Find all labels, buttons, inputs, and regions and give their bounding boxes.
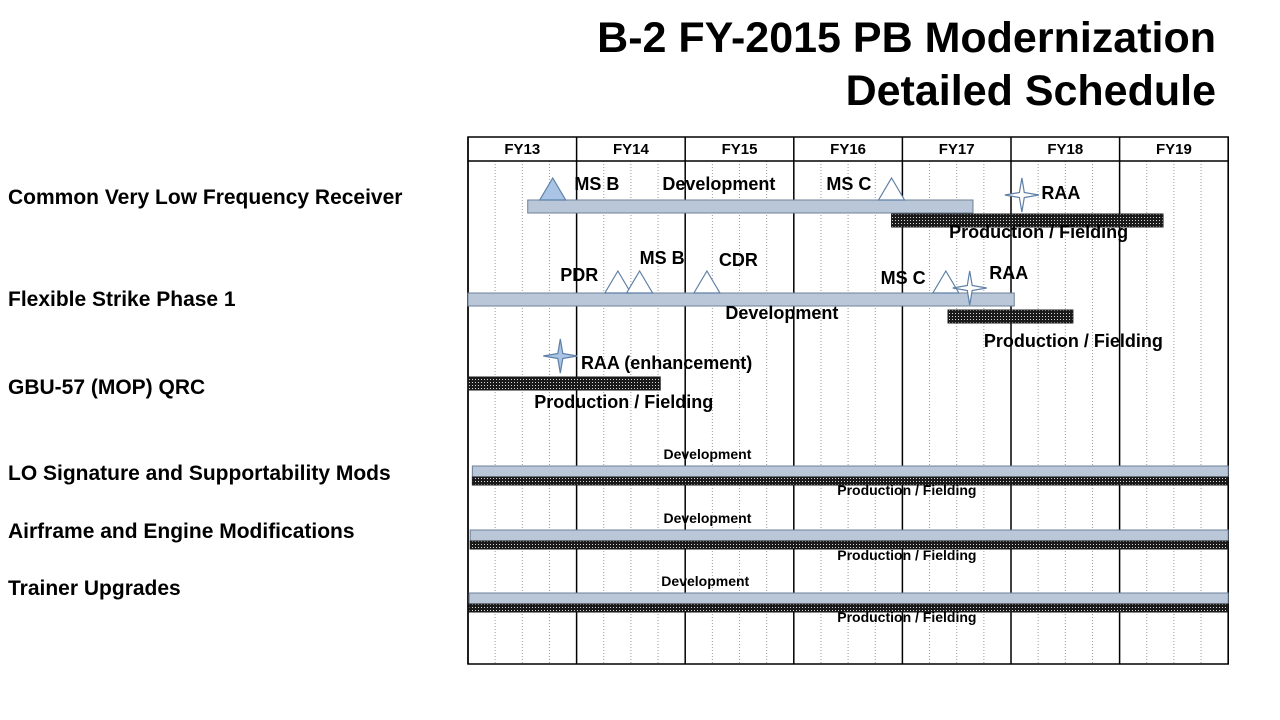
program-label-airframe-engine: Airframe and Engine Modifications bbox=[8, 520, 355, 543]
schedule-label: MS B bbox=[574, 174, 619, 194]
milestone-triangle bbox=[877, 176, 906, 201]
schedule-label: Production / Fielding bbox=[837, 609, 976, 625]
page-title: B-2 FY-2015 PB Modernization Detailed Sc… bbox=[597, 12, 1216, 118]
schedule-label: Development bbox=[662, 174, 775, 194]
program-label-gbu57: GBU-57 (MOP) QRC bbox=[8, 376, 206, 399]
schedule-label: CDR bbox=[719, 250, 758, 270]
schedule-label: Production / Fielding bbox=[949, 222, 1128, 242]
milestone-triangle bbox=[692, 269, 721, 294]
schedule-label: Development bbox=[661, 573, 749, 589]
production-bar bbox=[471, 476, 1229, 486]
development-bar bbox=[527, 199, 974, 214]
schedule-label: MS C bbox=[881, 268, 926, 288]
schedule-label: RAA bbox=[1041, 183, 1080, 203]
production-bar bbox=[469, 540, 1229, 550]
fiscal-year-header: FY15 bbox=[722, 141, 758, 158]
production-bar bbox=[947, 309, 1074, 324]
development-bar bbox=[467, 292, 1015, 307]
schedule-label: Development bbox=[663, 446, 751, 462]
schedule-label: MS B bbox=[640, 248, 685, 268]
milestone-triangle bbox=[538, 176, 567, 201]
fiscal-year-header: FY18 bbox=[1047, 141, 1083, 158]
milestone-triangle bbox=[931, 269, 960, 294]
schedule-label: Production / Fielding bbox=[837, 547, 976, 563]
schedule-label: Production / Fielding bbox=[984, 331, 1163, 351]
milestone-triangle bbox=[625, 269, 654, 294]
schedule-label: Production / Fielding bbox=[837, 482, 976, 498]
title-line-2: Detailed Schedule bbox=[845, 67, 1216, 115]
milestone-star bbox=[1004, 177, 1040, 213]
schedule-label: RAA (enhancement) bbox=[581, 353, 752, 373]
development-bar bbox=[468, 592, 1229, 605]
program-label-flexible-strike: Flexible Strike Phase 1 bbox=[8, 288, 236, 311]
program-label-trainer-upgrades: Trainer Upgrades bbox=[8, 577, 181, 600]
title-line-1: B-2 FY-2015 PB Modernization bbox=[597, 14, 1216, 62]
program-label-cvlfr: Common Very Low Frequency Receiver bbox=[8, 186, 403, 209]
program-label-lo-signature: LO Signature and Supportability Mods bbox=[8, 462, 391, 485]
milestone-star bbox=[543, 338, 578, 374]
fiscal-year-header: FY13 bbox=[504, 141, 540, 158]
fiscal-year-header: FY14 bbox=[613, 141, 650, 158]
schedule-label: Production / Fielding bbox=[534, 392, 713, 412]
fiscal-year-header: FY17 bbox=[939, 141, 975, 158]
development-bar bbox=[471, 465, 1229, 478]
schedule-label: Development bbox=[725, 303, 838, 323]
schedule-label: MS C bbox=[826, 174, 871, 194]
schedule-label: RAA bbox=[989, 263, 1028, 283]
fiscal-year-header: FY19 bbox=[1156, 141, 1192, 158]
schedule-label: Development bbox=[663, 510, 751, 526]
milestone-star bbox=[952, 270, 987, 306]
development-bar bbox=[469, 529, 1229, 542]
schedule-label: PDR bbox=[560, 265, 598, 285]
production-bar bbox=[468, 603, 1229, 613]
schedule-frame bbox=[467, 136, 1229, 665]
fiscal-year-header: FY16 bbox=[830, 141, 866, 158]
production-bar bbox=[467, 376, 661, 391]
milestone-triangle bbox=[603, 269, 632, 294]
production-bar bbox=[891, 213, 1164, 228]
